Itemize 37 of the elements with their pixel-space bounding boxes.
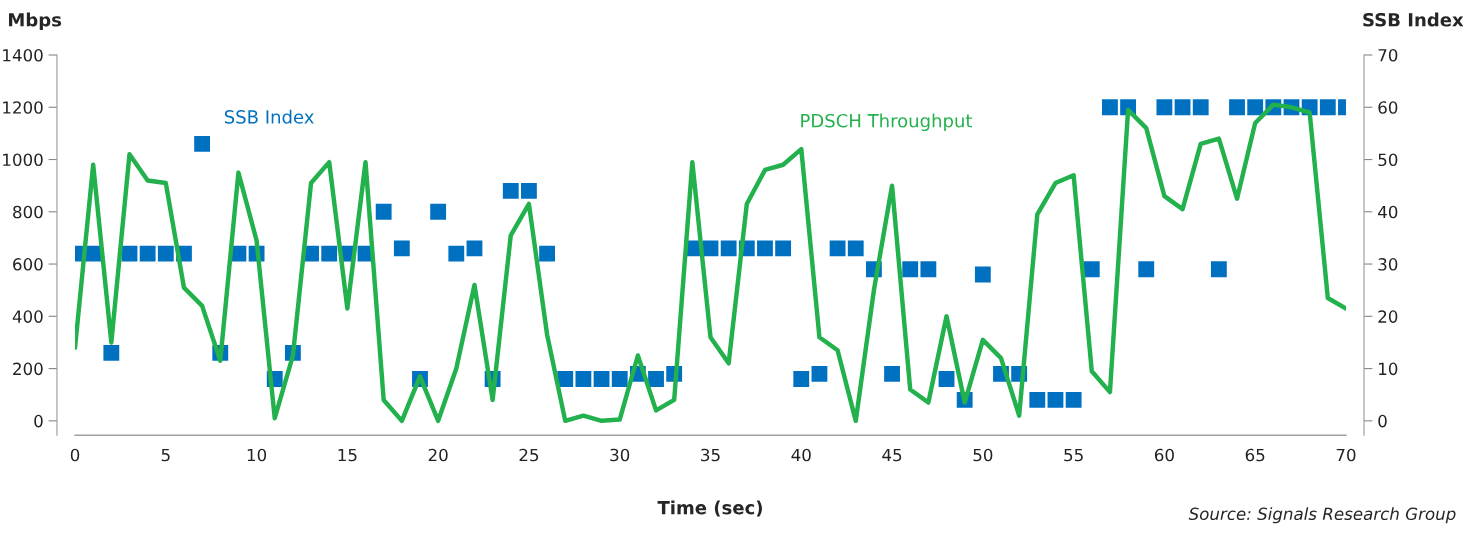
y-tick-label: 1000 — [3, 153, 43, 167]
x-tick-label: 5 — [161, 448, 170, 462]
y-tick-label: 800 — [13, 205, 43, 219]
x-tick-label: 65 — [1245, 448, 1265, 462]
y2-tick-label: 70 — [1378, 48, 1398, 62]
x-tick-label: 70 — [1336, 448, 1356, 462]
y-tick-label: 200 — [13, 362, 43, 376]
y-tick-label: 1200 — [3, 101, 43, 114]
y-tick-label: 1400 — [3, 48, 43, 62]
series-label: PDSCH Throughput — [801, 113, 973, 132]
x-tick-label: 60 — [1154, 448, 1174, 462]
y2-tick-label: 50 — [1378, 153, 1398, 167]
x-tick-label: 25 — [519, 448, 539, 462]
x-tick-label: 20 — [428, 448, 448, 462]
y2-tick-label: 60 — [1378, 101, 1398, 114]
y2-tick-label: 30 — [1378, 258, 1398, 271]
y2-tick-label: 40 — [1378, 205, 1398, 219]
series-label: SSB Index — [224, 109, 314, 124]
y-tick-label: 600 — [13, 258, 43, 271]
x-tick-label: 15 — [338, 448, 357, 462]
x-tick-label: 35 — [701, 448, 720, 462]
y2-tick-label: 20 — [1378, 310, 1398, 323]
x-tick-label: 0 — [70, 448, 80, 462]
y-tick-label: 0 — [34, 414, 43, 428]
y-axis-title: Mbps — [9, 12, 62, 31]
x-tick-label: 45 — [882, 448, 902, 462]
x-tick-label: 10 — [247, 448, 267, 462]
x-tick-label: 40 — [791, 448, 811, 462]
x-tick-label: 55 — [1064, 448, 1083, 462]
x-tick-label: 30 — [610, 448, 630, 462]
x-tick-label: 50 — [973, 448, 993, 462]
y2-axis-title: SSB Index — [1363, 12, 1464, 27]
y2-tick-label: 0 — [1378, 414, 1387, 428]
source-note: Source: Signals Research Group — [1188, 507, 1456, 524]
y-tick-label: 400 — [12, 310, 43, 323]
x-axis-title: Time (sec) — [657, 500, 762, 517]
y2-tick-label: 10 — [1379, 362, 1398, 376]
